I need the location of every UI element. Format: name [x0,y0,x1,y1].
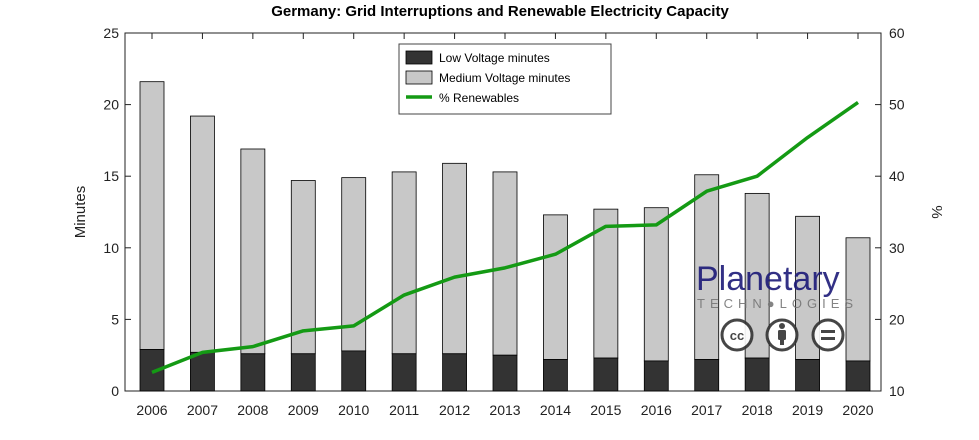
bar-low-voltage [694,359,720,392]
bar-low-voltage [290,353,316,392]
bar-medium-voltage [190,115,215,353]
x-tick-label: 2011 [389,402,419,418]
bar-low-voltage [744,357,770,392]
bar-medium-voltage [845,237,871,362]
legend-label-medium: Medium Voltage minutes [439,71,570,85]
x-axis: 2006 2007 2008 2009 2010 2011 2012 2013 2014 2015… [136,33,874,418]
bar-low-voltage [543,359,568,392]
y-tick-label: 0 [111,383,119,399]
bar-medium-voltage [643,207,669,362]
y2-tick-label: 20 [889,311,905,327]
y-tick-label: 5 [111,311,119,327]
chart-title: Germany: Grid Interruptions and Renewabl… [271,3,729,20]
legend-swatch-medium [405,70,433,85]
bar-low-voltage [391,353,417,392]
right-axis: 10 20 30 40 50 60 [889,25,905,399]
watermark: Planetary TECHN●LOGIES cc [696,260,858,352]
bar-low-voltage [845,360,871,392]
bar-low-voltage [341,350,367,392]
x-tick-label: 2015 [590,402,621,418]
bar-low-voltage [240,353,266,392]
cc-icon: cc [720,318,754,352]
bar-medium-voltage [492,171,518,356]
bar-low-voltage [643,360,669,392]
bar-medium-voltage [543,214,568,360]
y2-axis-label: % [928,205,945,218]
bar-low-voltage [442,353,467,392]
x-tick-label: 2008 [237,402,268,418]
bar-low-voltage [795,359,820,392]
line-layer [151,101,859,375]
x-tick-label: 2006 [136,402,167,418]
watermark-subtitle: TECHN●LOGIES [697,296,858,311]
legend: Low Voltage minutes Medium Voltage minut… [398,43,612,115]
watermark-title: Planetary [696,260,840,298]
attribution-icon [765,318,799,352]
y-tick-label: 25 [103,25,119,41]
x-tick-label: 2014 [540,402,571,418]
y2-tick-label: 50 [889,97,905,113]
bar-medium-voltage [442,162,467,355]
legend-box [398,43,612,115]
x-tick-label: 2013 [489,402,520,418]
bar-medium-voltage [290,180,316,355]
x-tick-label: 2018 [742,402,773,418]
bar-medium-voltage [391,171,417,355]
renewables-line [151,101,859,375]
y2-tick-label: 10 [889,383,905,399]
legend-label-renewables: % Renewables [439,91,519,105]
bar-medium-voltage [139,81,165,350]
x-tick-label: 2012 [439,402,470,418]
x-tick-label: 2007 [187,402,218,418]
y-tick-label: 10 [103,240,119,256]
no-derivatives-icon [811,318,845,352]
x-tick-label: 2019 [792,402,823,418]
x-tick-label: 2020 [842,402,873,418]
x-tick-label: 2009 [288,402,319,418]
bar-medium-voltage [694,174,720,360]
y2-tick-label: 60 [889,25,905,41]
bar-low-voltage [190,351,215,392]
y2-tick-label: 40 [889,168,905,184]
bar-medium-voltage [240,148,266,355]
bar-low-voltage [593,357,619,392]
legend-swatch-low [405,50,433,65]
cc-badge-label: cc [730,328,744,343]
y-axis-label: Minutes [72,186,89,239]
y-tick-label: 15 [103,168,119,184]
bar-medium-voltage [593,208,619,359]
bar-low-voltage [492,354,518,392]
bars-layer [139,81,871,392]
x-tick-label: 2010 [338,402,369,418]
legend-label-low: Low Voltage minutes [439,51,550,65]
left-axis: 0 5 10 15 20 25 [103,25,881,399]
y2-tick-label: 30 [889,240,905,256]
x-tick-label: 2016 [641,402,672,418]
y-tick-label: 20 [103,97,119,113]
x-tick-label: 2017 [691,402,722,418]
